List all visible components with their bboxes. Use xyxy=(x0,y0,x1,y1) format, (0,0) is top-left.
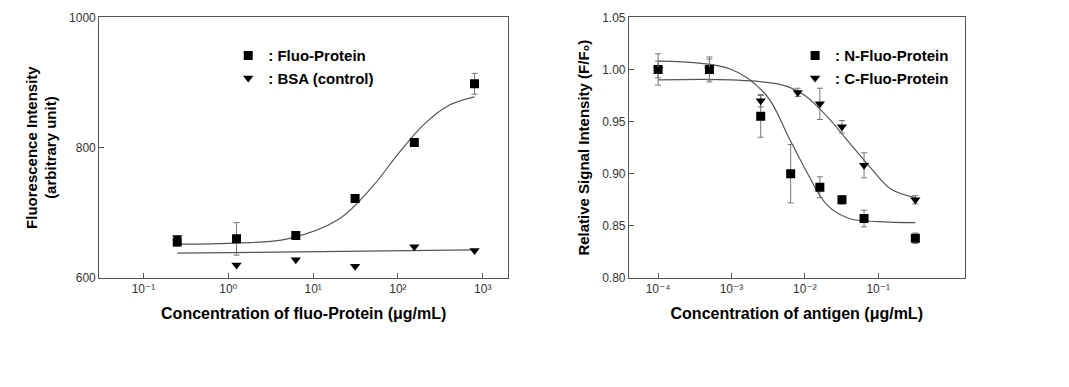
svg-text:10⁻¹: 10⁻¹ xyxy=(132,282,156,296)
svg-text:: C-Fluo-Protein: : C-Fluo-Protein xyxy=(835,70,948,87)
svg-text:Relative Signal Intensity (F/F: Relative Signal Intensity (F/F₀) xyxy=(575,40,592,256)
svg-text:600: 600 xyxy=(76,271,96,285)
svg-text:1000: 1000 xyxy=(69,11,96,25)
svg-text:: BSA (control): : BSA (control) xyxy=(268,70,373,87)
svg-text:Fluorescence Intensity(arbitra: Fluorescence Intensity(arbitrary unit) xyxy=(23,66,60,229)
svg-text:10⁻³: 10⁻³ xyxy=(720,282,744,296)
svg-text:10²: 10² xyxy=(389,282,406,296)
svg-text:10¹: 10¹ xyxy=(304,282,321,296)
svg-text:10⁰: 10⁰ xyxy=(219,282,237,296)
svg-text:: N-Fluo-Protein: : N-Fluo-Protein xyxy=(835,47,948,64)
svg-text:0.80: 0.80 xyxy=(602,271,626,285)
svg-text:0.85: 0.85 xyxy=(602,219,626,233)
svg-text:Concentration of fluo-Protein: Concentration of fluo-Protein (μg/mL) xyxy=(161,305,446,322)
svg-text:10⁻²: 10⁻² xyxy=(793,282,817,296)
svg-text:0.90: 0.90 xyxy=(602,167,626,181)
svg-text:Concentration of antigen (μg/m: Concentration of antigen (μg/mL) xyxy=(671,305,923,322)
svg-text:800: 800 xyxy=(76,141,96,155)
svg-text:1.00: 1.00 xyxy=(602,63,626,77)
svg-text:10³: 10³ xyxy=(474,282,491,296)
svg-text:0.95: 0.95 xyxy=(602,115,626,129)
svg-text:1.05: 1.05 xyxy=(602,11,626,25)
svg-text:: Fluo-Protein: : Fluo-Protein xyxy=(268,47,366,64)
svg-text:10⁻¹: 10⁻¹ xyxy=(866,282,890,296)
svg-text:10⁻⁴: 10⁻⁴ xyxy=(646,282,671,296)
